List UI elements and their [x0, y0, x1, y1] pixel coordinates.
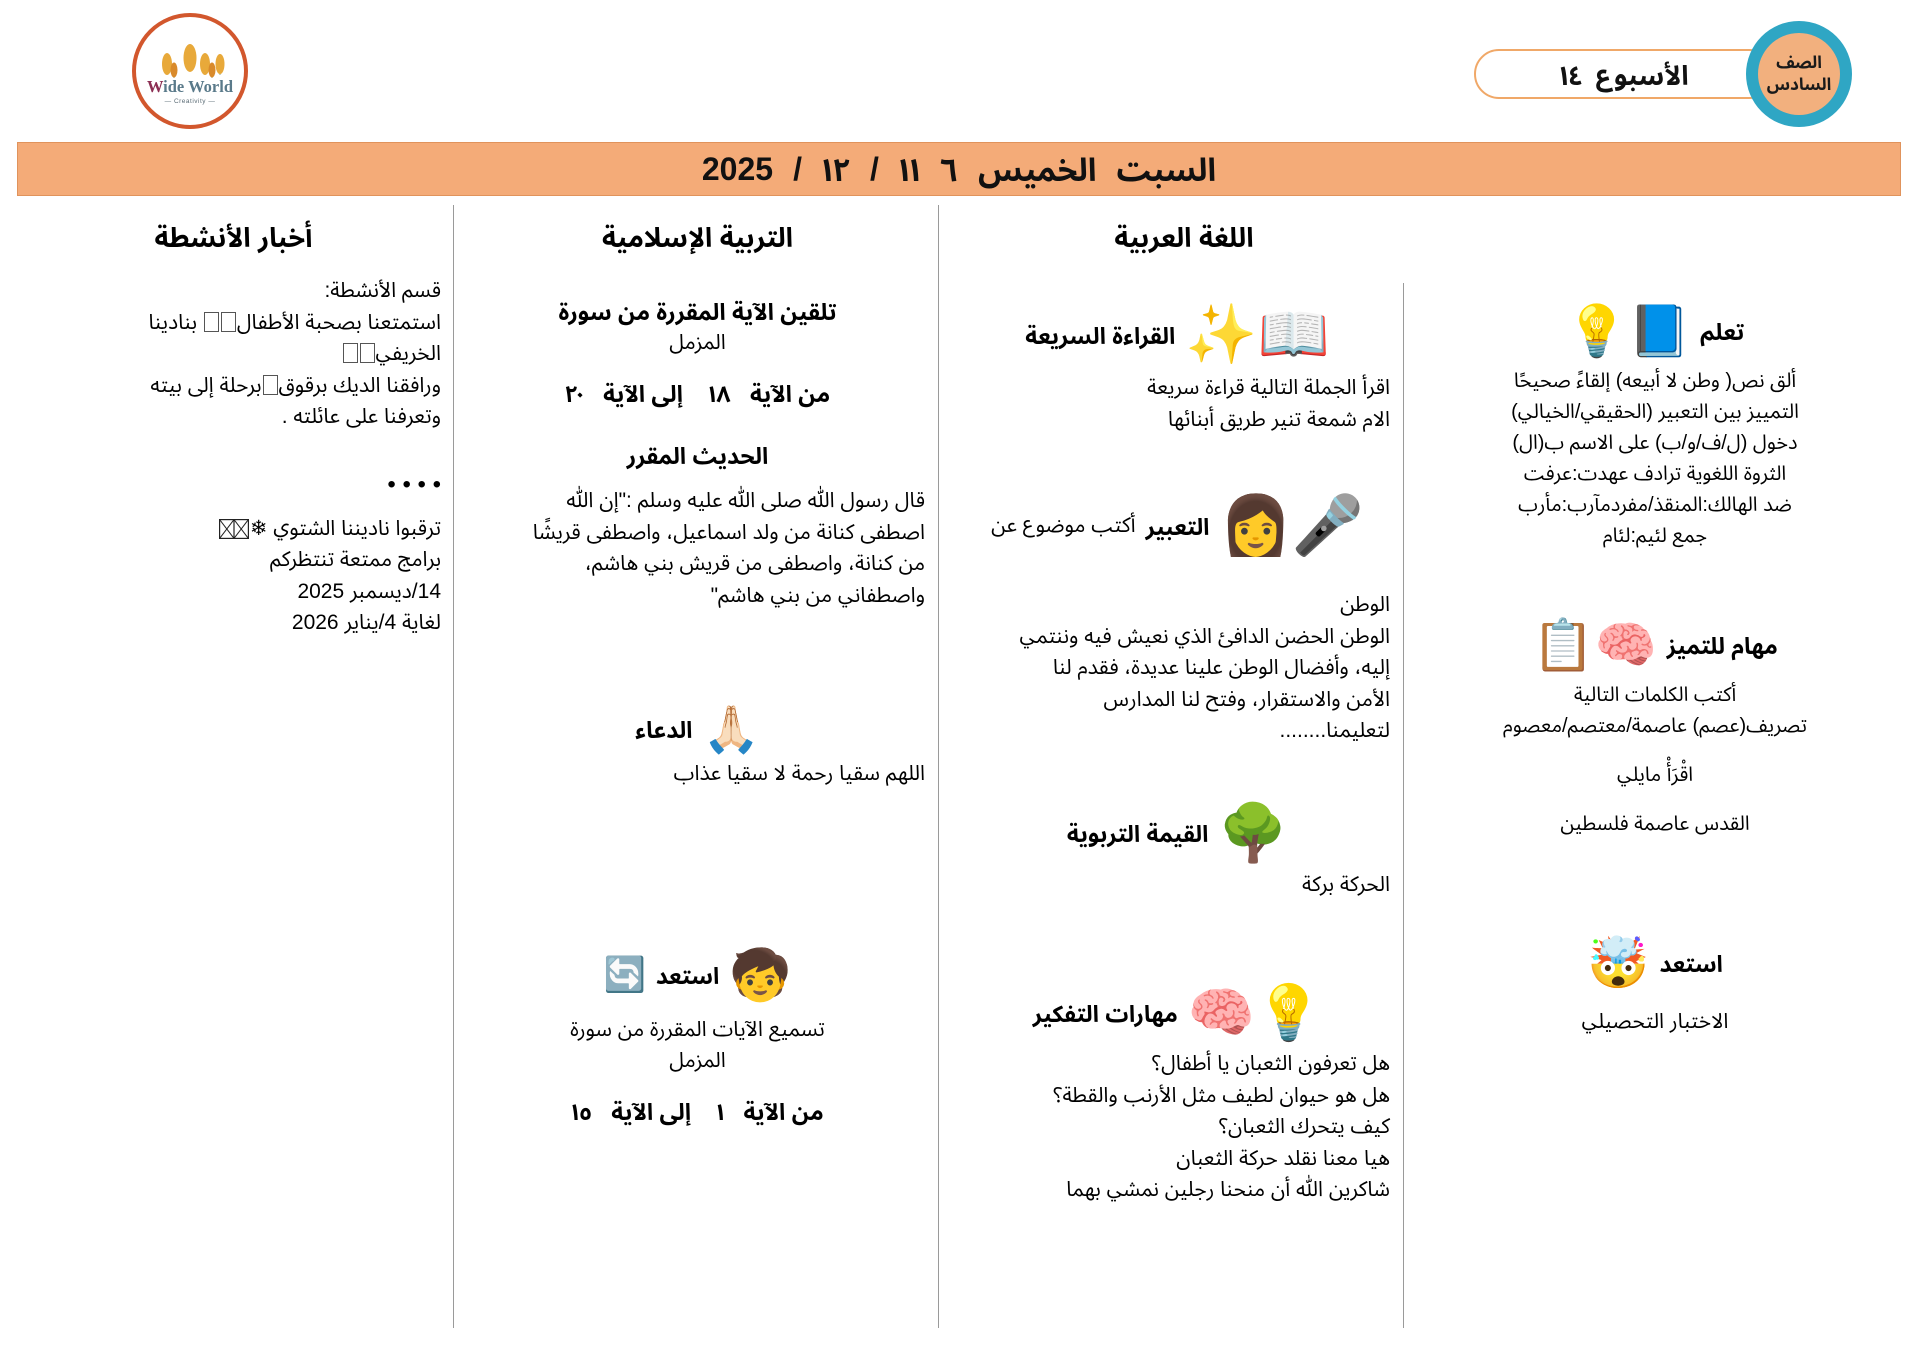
svg-text:— Creativity —: — Creativity — [165, 98, 216, 105]
svg-text:Wide World: Wide World [147, 77, 233, 96]
